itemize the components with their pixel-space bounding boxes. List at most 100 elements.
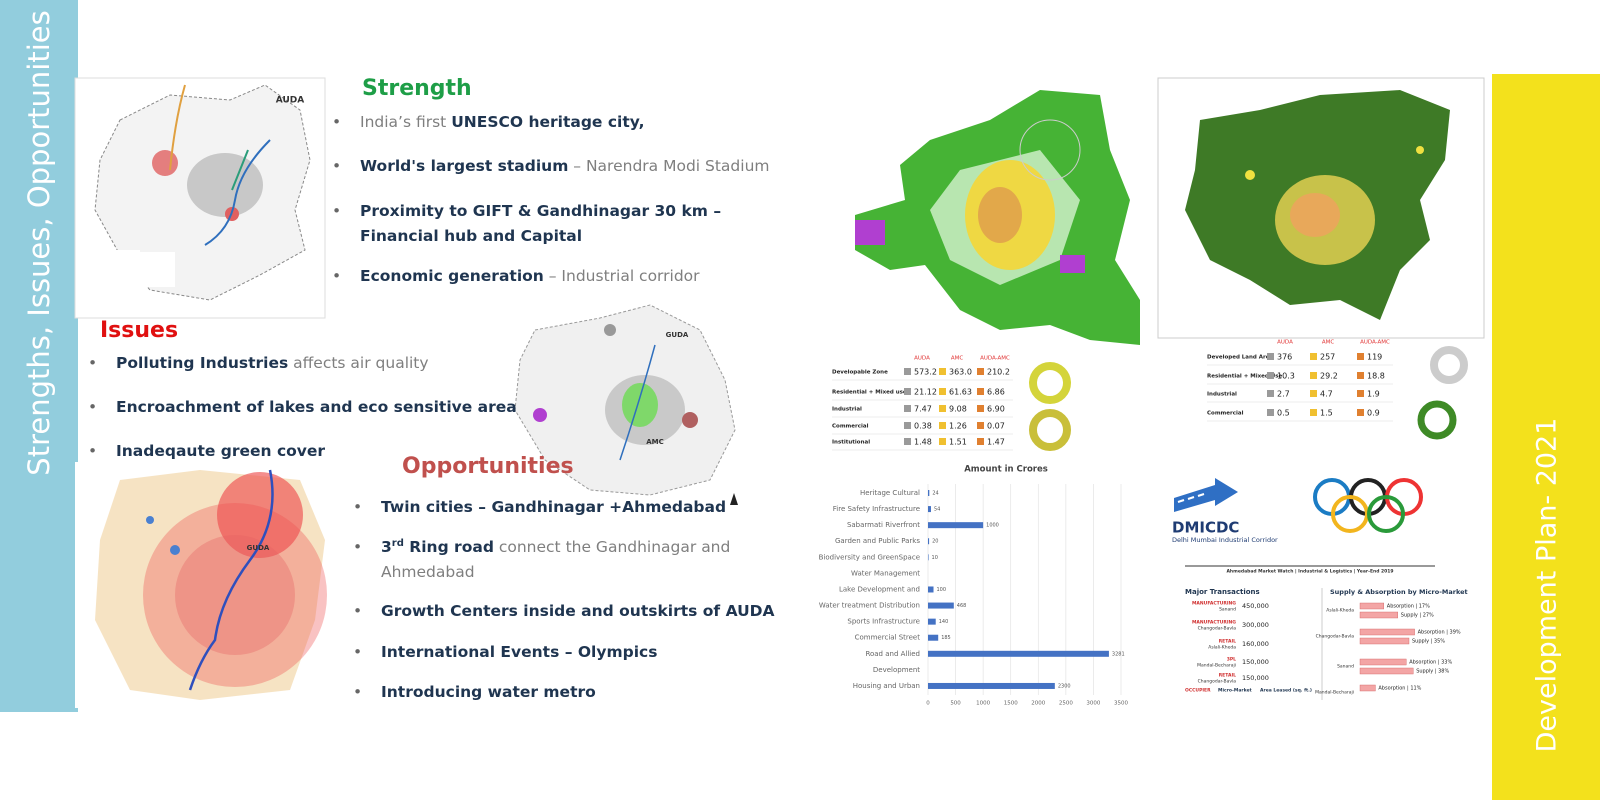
table-value: 119 — [1367, 353, 1382, 362]
table-icon — [1267, 372, 1274, 379]
logo-name: DMICDC — [1172, 519, 1239, 537]
micro-market-label: Absorption | 33% — [1409, 660, 1452, 666]
table-value: 0.9 — [1367, 409, 1380, 418]
micro-market-name: Sanand — [1337, 664, 1354, 670]
table-value: 0.07 — [987, 422, 1005, 431]
table-value: 1.47 — [987, 438, 1005, 447]
table-row-label: Residential + Mixed Use — [1207, 374, 1282, 380]
bar — [928, 522, 984, 529]
table-header: AMC — [1322, 340, 1335, 346]
x-tick-label: 0 — [926, 701, 930, 707]
table-value: 210.2 — [987, 368, 1010, 377]
micro-market-label: Absorption | 39% — [1418, 630, 1461, 636]
table-value: 0.38 — [914, 422, 932, 431]
table-value: 1.26 — [949, 422, 967, 431]
table-row-label: Developable Zone — [832, 370, 888, 376]
table-value: 1.48 — [914, 438, 932, 447]
bar — [928, 506, 931, 513]
table-icon — [1357, 353, 1364, 360]
table-row-label: Developed Land Area — [1207, 355, 1273, 361]
chart-title: Amount in Crores — [964, 465, 1048, 475]
table-value: 6.90 — [987, 405, 1005, 414]
table-icon — [904, 438, 911, 445]
table-header: AUDA-AMC — [1360, 340, 1390, 346]
text-run: 3 — [381, 538, 392, 556]
transaction-type: RETAIL — [1219, 673, 1236, 679]
bullet-item: Proximity to GIFT & Gandhinagar 30 km – … — [332, 199, 721, 249]
x-tick-label: 2000 — [1031, 701, 1045, 707]
section-heading: Issues — [100, 318, 179, 343]
micro-market-bar — [1359, 667, 1414, 675]
y-tick-label: Garden and Public Parks — [835, 537, 920, 545]
x-tick-label: 500 — [950, 701, 961, 707]
data-label: 100 — [937, 587, 947, 593]
micro-market-bar — [1359, 658, 1407, 666]
micro-market-name: Mandal-Becharaji — [1315, 690, 1354, 696]
micro-market-bar — [1359, 684, 1376, 692]
bar — [928, 554, 929, 561]
bar — [928, 586, 934, 593]
bullet-item: International Events – Olympics — [353, 640, 657, 665]
table-row-label: Institutional — [832, 440, 870, 446]
table-value: 10.3 — [1277, 372, 1295, 381]
table-icon — [1310, 409, 1317, 416]
map-growth — [505, 292, 742, 514]
bullet-item: Polluting Industries affects air quality — [88, 351, 429, 376]
data-label: 3281 — [1112, 651, 1125, 657]
panel-title: Ahmedabad Market Watch | Industrial & Lo… — [1226, 569, 1393, 575]
table-icon — [1267, 353, 1274, 360]
text-run: Introducing water metro — [381, 683, 596, 701]
table-value: 376 — [1277, 353, 1292, 362]
text-run: UNESCO heritage city, — [451, 113, 645, 131]
dmicdc-logo-mark — [1174, 478, 1238, 512]
transaction-location: Sanand — [1219, 607, 1236, 613]
table-icon — [977, 405, 984, 412]
bullet-item: 3rd Ring road connect the Gandhinagar an… — [353, 535, 731, 585]
x-tick-label: 2500 — [1059, 701, 1073, 707]
panel-heading: Major Transactions — [1185, 588, 1260, 596]
right-bar — [1492, 74, 1600, 800]
text-run: – Narendra Modi Stadium — [568, 157, 770, 175]
table-icon — [939, 368, 946, 375]
x-tick-label: 1500 — [1004, 701, 1018, 707]
x-tick-label: 3500 — [1114, 701, 1128, 707]
micro-market-label: Absorption | 17% — [1387, 604, 1430, 610]
table-icon — [939, 422, 946, 429]
map-land-use-developed — [1157, 77, 1485, 339]
panel-legend: OCCUPIER — [1185, 688, 1211, 694]
transaction-type: MANUFACTURING — [1192, 620, 1236, 626]
y-tick-label: Road and Allied — [865, 650, 920, 658]
text-run: Inadeqaute green cover — [116, 442, 326, 460]
data-label: 10 — [932, 555, 938, 561]
transaction-area: 150,000 — [1242, 658, 1269, 666]
table-icon — [977, 388, 984, 395]
table-icon — [904, 388, 911, 395]
transaction-area: 150,000 — [1242, 674, 1269, 682]
table-value: 257 — [1320, 353, 1335, 362]
table-icon — [977, 368, 984, 375]
transaction-location: Aslali-Kheda — [1208, 645, 1236, 651]
map-label: AMC — [646, 438, 664, 446]
data-label: 24 — [932, 491, 938, 497]
y-tick-label: Biodiversity and GreenSpace — [819, 553, 920, 561]
table-header: AUDA — [1277, 340, 1293, 346]
olympic-rings — [1313, 478, 1423, 533]
side-title: Strengths, Issues, Opportunities — [22, 10, 56, 475]
y-tick-label: Housing and Urban — [853, 682, 920, 690]
map-label: GUDA — [247, 544, 270, 552]
table-icon — [1310, 390, 1317, 397]
bullet-item: Growth Centers inside and outskirts of A… — [353, 599, 775, 624]
transaction-location: Changodar-Bavla — [1198, 679, 1237, 685]
section-heading: Opportunities — [402, 454, 574, 479]
micro-market-label: Absorption | 11% — [1378, 686, 1421, 692]
table-value: 4.7 — [1320, 390, 1333, 399]
side-title: Development Plan- 2021 — [1532, 418, 1563, 753]
data-label: 54 — [934, 507, 940, 513]
table-icon — [904, 368, 911, 375]
data-label: 185 — [941, 635, 951, 641]
map-auda — [74, 77, 326, 319]
transaction-type: 3PL — [1227, 657, 1236, 663]
table-icon — [939, 405, 946, 412]
text-run: connect the Gandhinagar and Ahmedabad — [381, 538, 731, 581]
